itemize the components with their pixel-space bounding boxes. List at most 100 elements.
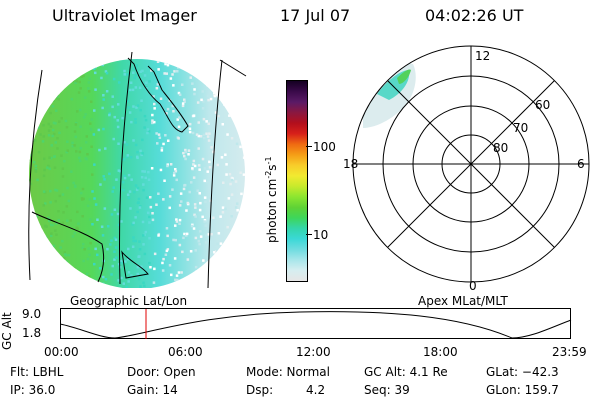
speckle-pixel bbox=[106, 247, 109, 251]
speckle-pixel bbox=[131, 223, 134, 226]
speckle-pixel bbox=[237, 252, 240, 256]
speckle-pixel bbox=[48, 167, 51, 171]
speckle-pixel bbox=[56, 267, 59, 270]
speckle-pixel bbox=[22, 126, 25, 129]
speckle-pixel bbox=[251, 59, 254, 62]
dsp-label: Dsp: bbox=[246, 383, 274, 397]
speckle-pixel bbox=[176, 118, 179, 121]
speckle-pixel bbox=[78, 274, 81, 277]
speckle-pixel bbox=[174, 170, 178, 173]
speckle-pixel bbox=[206, 83, 209, 87]
speckle-pixel bbox=[113, 250, 116, 253]
speckle-pixel bbox=[249, 219, 252, 222]
speckle-pixel bbox=[188, 122, 192, 126]
colorbar bbox=[286, 80, 308, 282]
speckle-pixel bbox=[134, 239, 137, 243]
speckle-pixel bbox=[224, 207, 227, 211]
speckle-pixel bbox=[239, 171, 242, 174]
speckle-pixel bbox=[53, 132, 56, 136]
speckle-pixel bbox=[89, 218, 92, 221]
speckle-pixel bbox=[132, 139, 135, 142]
speckle-pixel bbox=[172, 110, 175, 113]
speckle-pixel bbox=[139, 149, 142, 153]
speckle-pixel bbox=[122, 181, 125, 184]
speckle-pixel bbox=[89, 241, 92, 245]
speckle-pixel bbox=[91, 173, 94, 176]
speckle-pixel bbox=[66, 149, 69, 152]
speckle-pixel bbox=[102, 98, 105, 101]
speckle-pixel bbox=[124, 260, 127, 263]
speckle-pixel bbox=[104, 278, 108, 281]
speckle-pixel bbox=[76, 110, 79, 113]
speckle-pixel bbox=[230, 98, 234, 102]
speckle-pixel bbox=[57, 98, 60, 101]
speckle-pixel bbox=[175, 220, 179, 223]
speckle-pixel bbox=[252, 87, 255, 90]
date-label: 17 Jul 07 bbox=[280, 6, 351, 25]
speckle-pixel bbox=[168, 264, 172, 267]
speckle-pixel bbox=[239, 241, 243, 244]
speckle-pixel bbox=[160, 52, 163, 55]
speckle-pixel bbox=[58, 278, 61, 281]
speckle-pixel bbox=[101, 106, 104, 110]
speckle-pixel bbox=[153, 252, 157, 256]
speckle-pixel bbox=[66, 140, 69, 143]
speckle-pixel bbox=[221, 206, 225, 209]
speckle-pixel bbox=[182, 59, 185, 60]
speckle-pixel bbox=[165, 72, 168, 75]
speckle-pixel bbox=[97, 128, 101, 132]
speckle-pixel bbox=[52, 244, 56, 248]
speckle-pixel bbox=[140, 265, 143, 268]
speckle-pixel bbox=[147, 170, 150, 174]
speckle-pixel bbox=[195, 133, 199, 136]
speckle-pixel bbox=[151, 113, 154, 117]
colorbar-tick-10: 10 bbox=[313, 228, 329, 242]
speckle-pixel bbox=[43, 168, 46, 172]
geographic-panel-label: Geographic Lat/Lon bbox=[70, 294, 188, 308]
speckle-pixel bbox=[87, 81, 91, 84]
speckle-pixel bbox=[59, 56, 62, 59]
speckle-pixel bbox=[134, 86, 138, 89]
speckle-pixel bbox=[203, 267, 206, 271]
speckle-pixel bbox=[161, 261, 164, 265]
speckle-pixel bbox=[195, 270, 198, 273]
speckle-pixel bbox=[129, 88, 132, 92]
speckle-pixel bbox=[126, 73, 129, 76]
speckle-pixel bbox=[88, 56, 91, 59]
speckle-pixel bbox=[92, 67, 96, 71]
speckle-pixel bbox=[48, 156, 51, 159]
speckle-pixel bbox=[226, 225, 229, 229]
speckle-pixel bbox=[186, 201, 190, 205]
speckle-pixel bbox=[234, 93, 237, 97]
speckle-pixel bbox=[114, 238, 118, 241]
speckle-pixel bbox=[72, 80, 76, 83]
speckle-pixel bbox=[119, 169, 122, 173]
speckle-pixel bbox=[54, 141, 57, 144]
speckle-pixel bbox=[61, 239, 64, 243]
speckle-pixel bbox=[166, 164, 169, 168]
speckle-pixel bbox=[116, 212, 120, 216]
speckle-pixel bbox=[136, 210, 139, 214]
speckle-pixel bbox=[232, 97, 236, 101]
speckle-pixel bbox=[130, 120, 133, 124]
speckle-pixel bbox=[205, 180, 209, 184]
speckle-pixel bbox=[31, 266, 35, 270]
speckle-pixel bbox=[176, 70, 179, 73]
speckle-pixel bbox=[228, 172, 232, 176]
speckle-pixel bbox=[110, 239, 113, 242]
speckle-pixel bbox=[112, 77, 116, 81]
speckle-pixel bbox=[216, 163, 219, 167]
speckle-pixel bbox=[151, 218, 155, 222]
speckle-pixel bbox=[32, 67, 36, 70]
mlt-label-12: 12 bbox=[475, 49, 490, 63]
speckle-pixel bbox=[78, 80, 81, 84]
speckle-pixel bbox=[58, 194, 62, 198]
speckle-pixel bbox=[52, 99, 55, 102]
speckle-pixel bbox=[187, 149, 191, 152]
speckle-pixel bbox=[237, 110, 240, 113]
speckle-pixel bbox=[167, 139, 170, 142]
speckle-pixel bbox=[54, 229, 57, 232]
speckle-pixel bbox=[30, 60, 34, 63]
speckle-pixel bbox=[134, 216, 137, 219]
speckle-pixel bbox=[62, 211, 65, 214]
